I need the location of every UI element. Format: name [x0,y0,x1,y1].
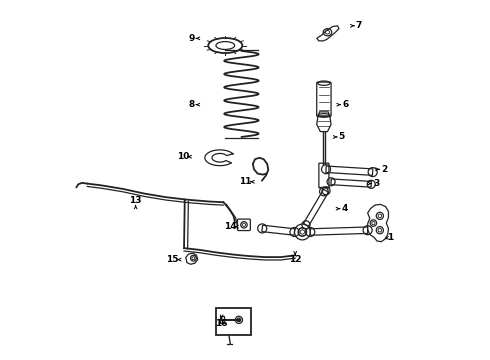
Text: 11: 11 [240,177,252,186]
Text: 14: 14 [223,222,236,231]
Text: 6: 6 [343,100,348,109]
Text: 15: 15 [166,255,179,264]
Text: 2: 2 [381,165,387,174]
Text: 8: 8 [188,100,195,109]
Text: 9: 9 [188,34,195,43]
Text: 16: 16 [216,319,228,328]
Text: 5: 5 [339,132,345,141]
Text: 10: 10 [177,152,189,161]
Text: 13: 13 [129,196,142,205]
Text: 4: 4 [342,204,348,213]
Text: 7: 7 [356,21,362,30]
Text: 1: 1 [387,233,393,242]
Text: 3: 3 [373,179,379,188]
Text: 12: 12 [289,255,301,264]
